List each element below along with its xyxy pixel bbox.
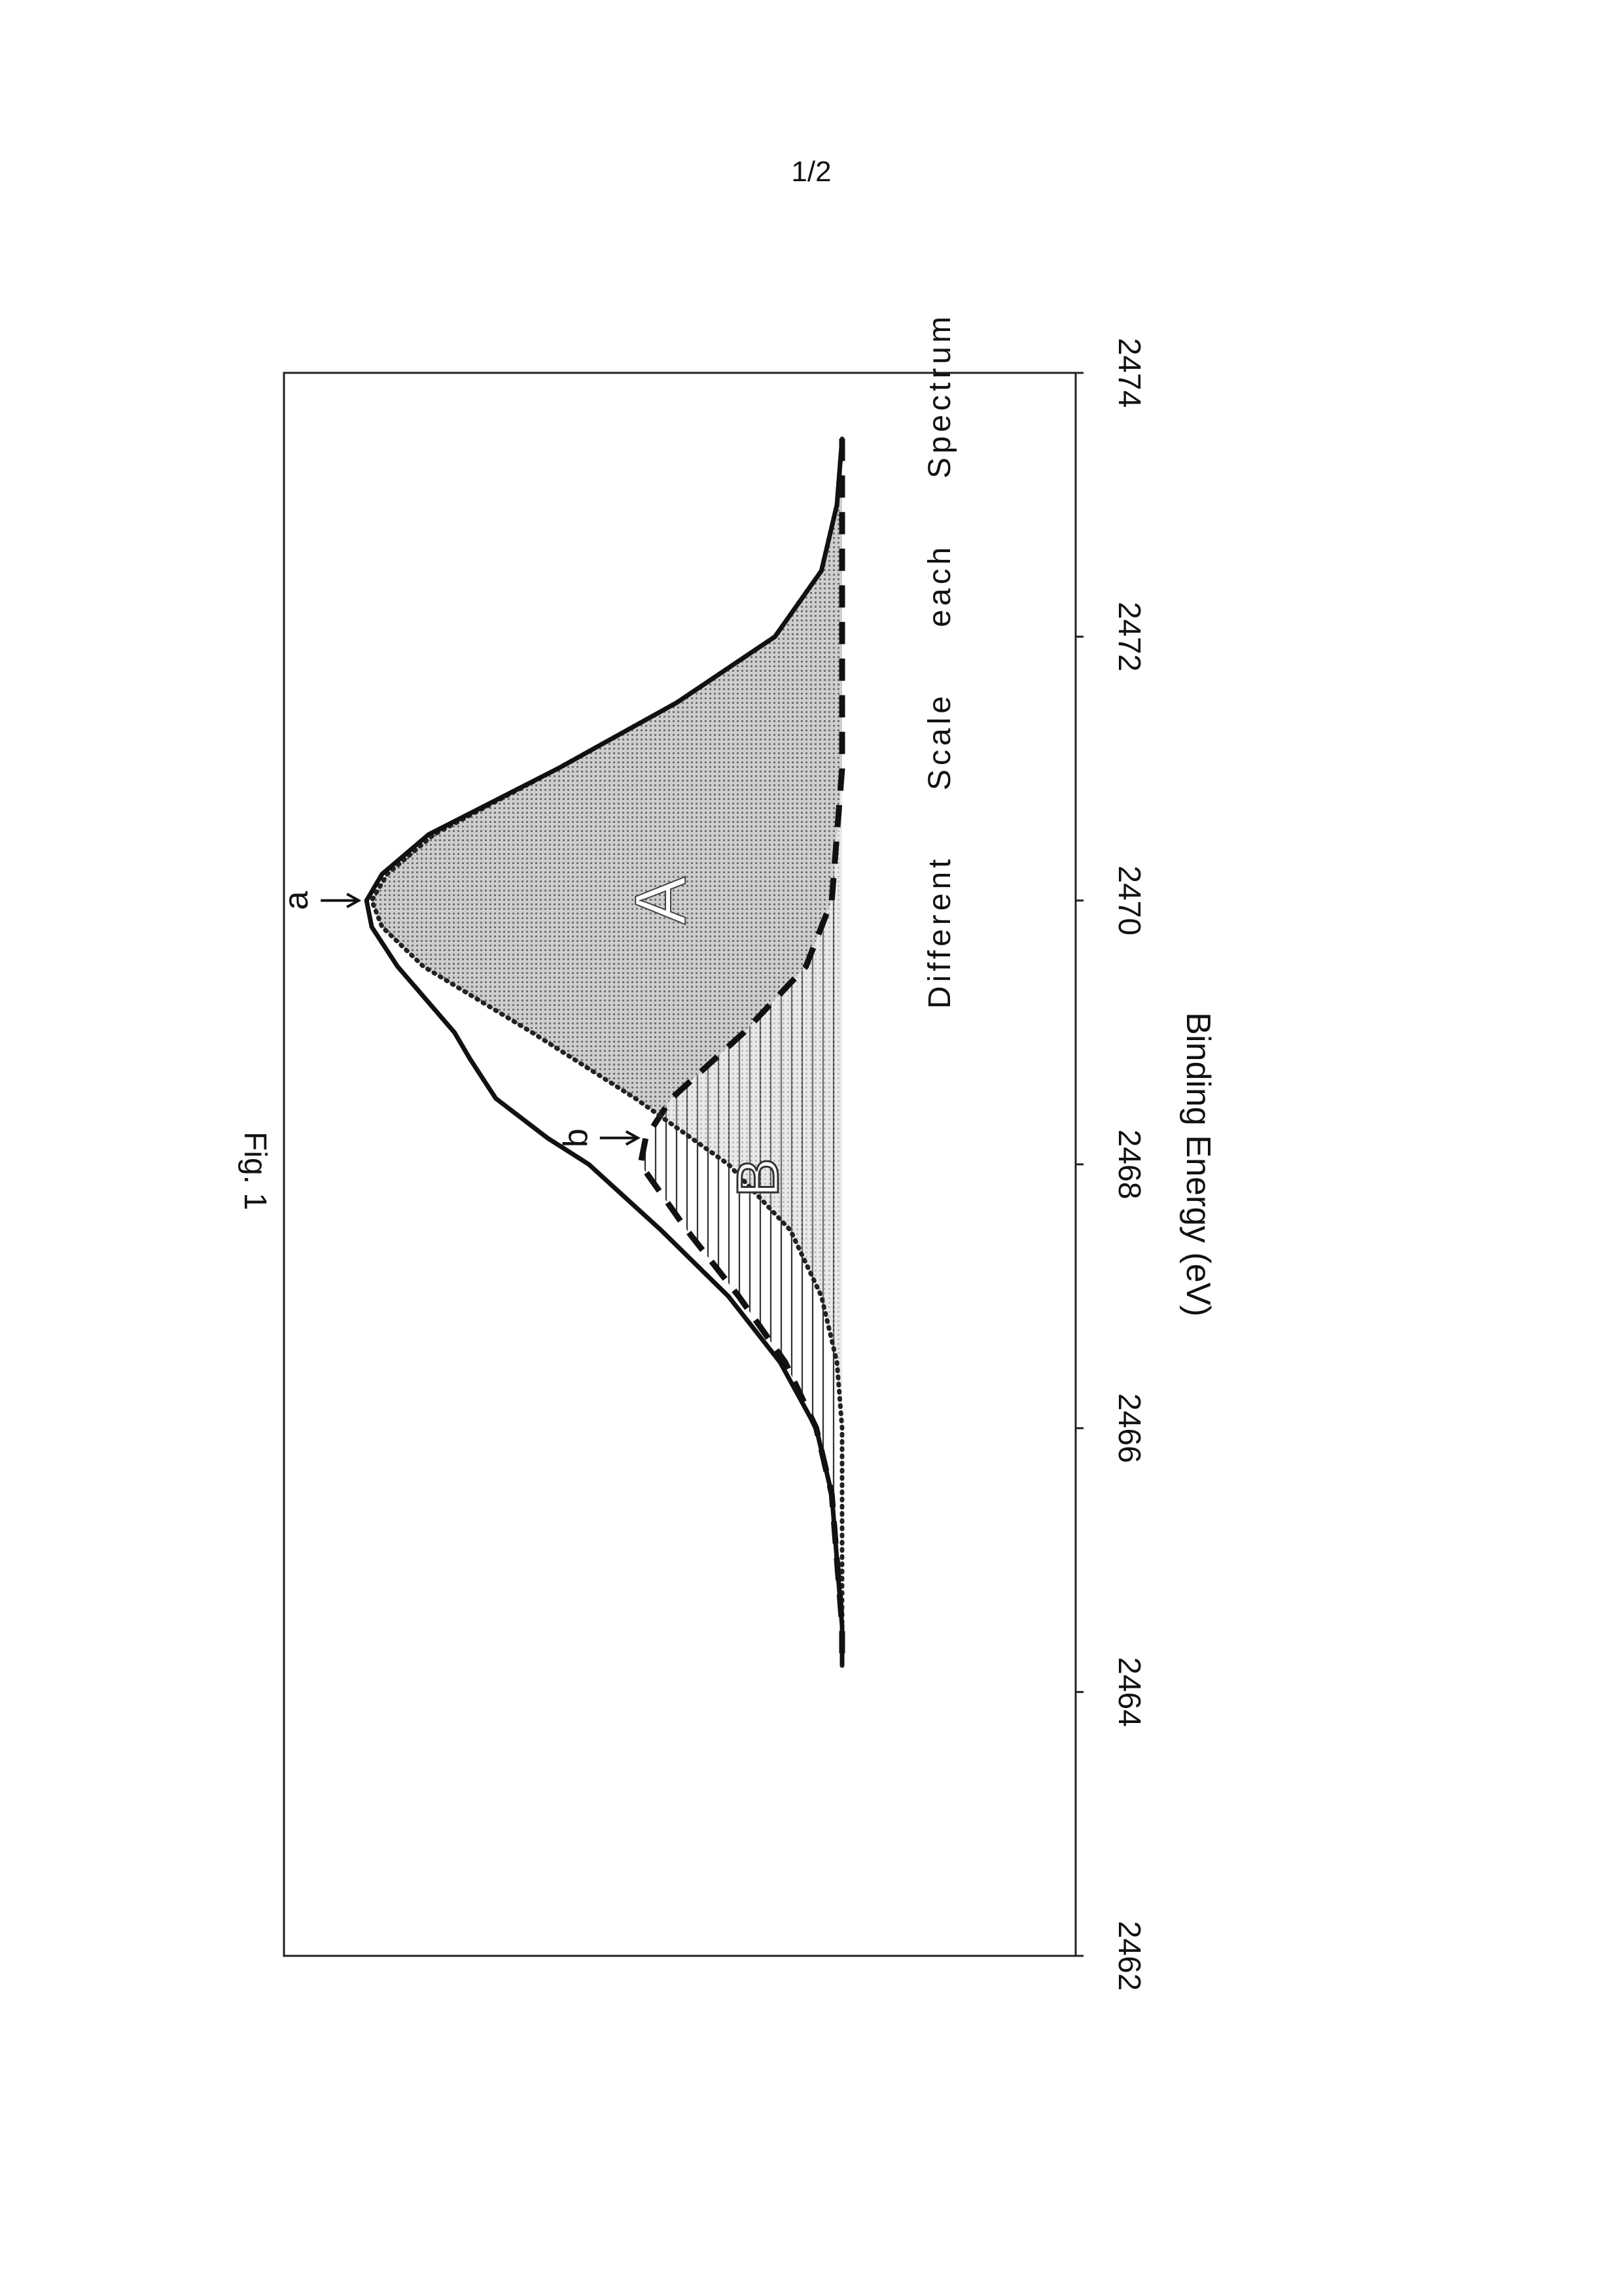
x-tick-label: 2468 [1112, 1130, 1146, 1200]
annotation-a-label: a [277, 891, 315, 910]
x-axis-label: Binding Energy (eV) [1179, 1012, 1217, 1316]
region-a-label: A [620, 876, 701, 924]
figure-label: Fig. 1 [238, 1132, 272, 1210]
series-dashed-line [637, 438, 845, 1666]
region-b-overlay [640, 438, 842, 1666]
region-a-fill [372, 438, 842, 1666]
page-number: 1/2 [791, 156, 832, 188]
annotation-b-label: b [557, 1128, 595, 1147]
annotation-a-arrowhead [346, 892, 362, 909]
x-tick-label: 2464 [1112, 1657, 1146, 1727]
series-solid-line [364, 438, 845, 1666]
x-tick-label: 2462 [1112, 1921, 1146, 1991]
annotation-b-arrowhead [625, 1130, 641, 1146]
x-tick-label: 2472 [1112, 602, 1146, 672]
x-tick-label: 2470 [1112, 865, 1146, 935]
y-axis-label: Different Scale each Spectrum [923, 313, 957, 1009]
region-b-label: B [726, 1158, 791, 1197]
x-tick-label: 2466 [1112, 1393, 1146, 1463]
x-tick-label: 2474 [1112, 338, 1146, 408]
